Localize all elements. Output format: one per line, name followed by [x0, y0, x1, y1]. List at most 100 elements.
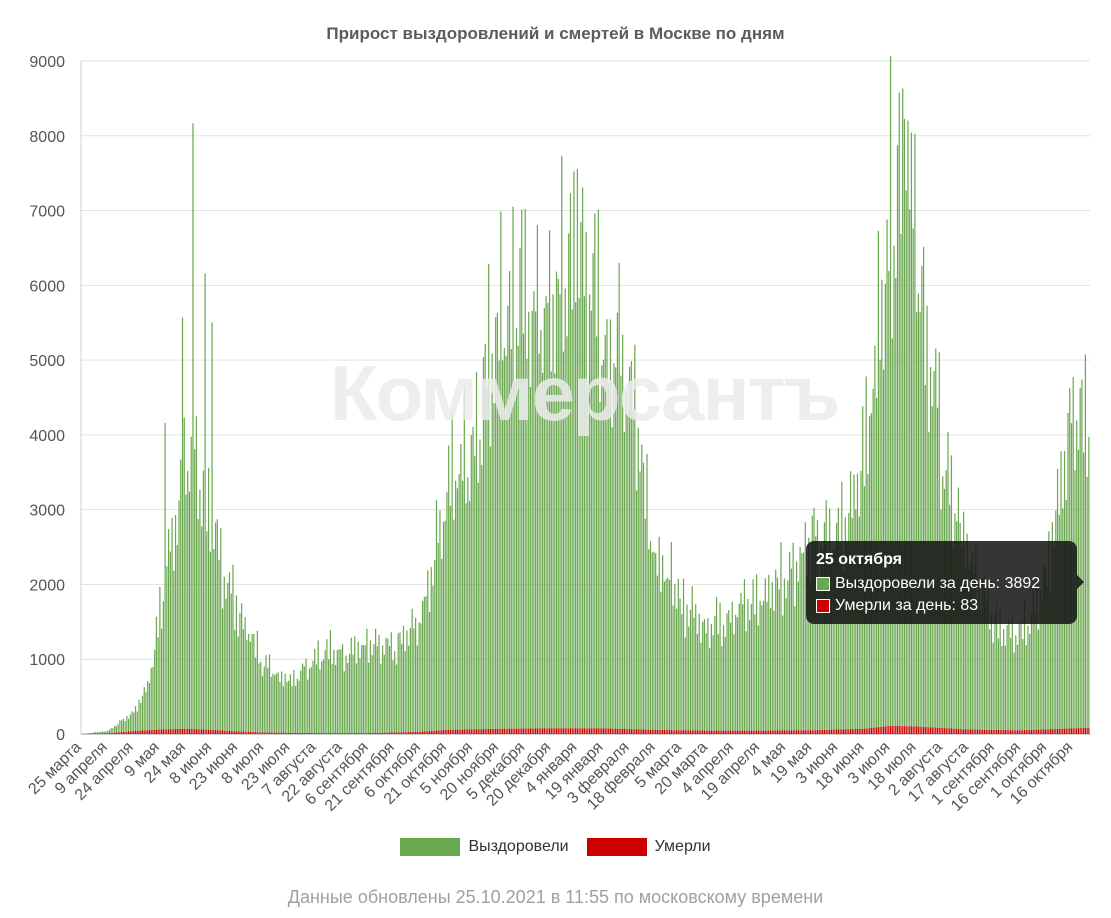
- bar-recovered: [531, 310, 533, 729]
- bar-died: [832, 729, 834, 734]
- bar-died: [380, 732, 382, 734]
- bar-recovered: [1006, 624, 1008, 731]
- bar-recovered: [587, 384, 589, 729]
- bar-recovered: [453, 519, 455, 730]
- bar-died: [468, 729, 471, 734]
- bar-died: [301, 732, 304, 734]
- bar-died: [834, 729, 836, 734]
- bar-died: [686, 730, 688, 734]
- bar-died: [608, 728, 610, 734]
- bar-recovered: [646, 453, 648, 730]
- bar-died: [131, 731, 133, 734]
- bar-died: [719, 730, 721, 734]
- bar-died: [442, 730, 445, 734]
- bar-recovered: [336, 649, 338, 734]
- bar-recovered: [162, 601, 164, 730]
- bar-died: [1079, 728, 1081, 734]
- bar-died: [141, 730, 144, 734]
- bar-died: [548, 728, 551, 734]
- bar-died: [115, 732, 118, 734]
- bar-died: [1060, 728, 1062, 734]
- bar-recovered: [261, 676, 264, 733]
- bar-died: [947, 728, 949, 734]
- bar-died: [402, 732, 405, 734]
- bar-recovered: [110, 728, 112, 733]
- bar-recovered: [232, 564, 234, 732]
- bar-died: [484, 729, 486, 734]
- bar-died: [432, 730, 434, 734]
- bar-died: [133, 731, 135, 734]
- bar-died: [180, 728, 182, 734]
- y-tick-label: 7000: [29, 204, 65, 221]
- bar-died: [634, 729, 636, 734]
- bar-died: [369, 733, 371, 734]
- bar-recovered: [627, 412, 629, 730]
- bar-recovered: [985, 600, 987, 730]
- bar-recovered: [399, 632, 401, 733]
- bar-recovered: [743, 579, 746, 731]
- bar-recovered: [809, 581, 812, 731]
- bar-died: [1034, 729, 1036, 734]
- bar-died: [214, 730, 217, 734]
- bar-died: [914, 726, 916, 734]
- bar-recovered: [359, 658, 361, 734]
- bar-recovered: [888, 270, 890, 726]
- bar-died: [957, 728, 960, 734]
- bar-recovered: [653, 551, 655, 730]
- bar-recovered: [258, 663, 260, 733]
- bar-recovered: [500, 211, 502, 729]
- bar-recovered: [980, 611, 982, 730]
- bar-recovered: [519, 248, 521, 729]
- bar-recovered: [441, 558, 443, 731]
- bar-recovered: [599, 401, 601, 729]
- bar-died: [552, 728, 554, 734]
- bar-recovered: [328, 659, 330, 734]
- legend-item-died[interactable]: Умерли: [586, 838, 711, 856]
- bar-recovered: [606, 319, 608, 729]
- bar-recovered: [112, 728, 114, 733]
- bar-died: [597, 728, 599, 734]
- bar-recovered: [470, 435, 472, 730]
- bar-died: [830, 729, 833, 734]
- bar-recovered: [816, 519, 819, 731]
- bar-died: [1006, 730, 1008, 734]
- bar-died: [943, 728, 946, 734]
- bar-died: [117, 732, 119, 734]
- bar-died: [755, 730, 758, 734]
- bar-recovered: [755, 574, 758, 731]
- bar-died: [434, 730, 436, 734]
- bar-recovered: [517, 345, 519, 729]
- bar-died: [750, 730, 752, 734]
- bar-recovered: [978, 582, 980, 730]
- bar-recovered: [188, 491, 191, 729]
- bar-recovered: [286, 681, 288, 733]
- bar-died: [816, 730, 819, 734]
- bar-died: [216, 730, 218, 734]
- bar-recovered: [127, 718, 130, 732]
- bar-died: [430, 731, 432, 734]
- bar-died: [881, 726, 883, 734]
- bar-died: [543, 728, 545, 734]
- bar-died: [872, 727, 874, 734]
- bar-recovered: [789, 551, 791, 731]
- bar-died: [197, 729, 199, 734]
- bar-died: [858, 728, 860, 734]
- bar-died: [237, 731, 239, 734]
- bar-died: [839, 729, 841, 734]
- bar-died: [627, 729, 629, 734]
- bar-died: [470, 729, 472, 734]
- bar-died: [317, 733, 319, 734]
- legend-item-recovered[interactable]: Выздоровели: [400, 838, 569, 856]
- bar-recovered: [249, 641, 251, 732]
- bar-died: [467, 729, 469, 734]
- bar-recovered: [340, 649, 342, 734]
- bar-recovered: [282, 686, 285, 733]
- bar-died: [976, 729, 979, 734]
- bar-died: [545, 728, 547, 734]
- bar-died: [329, 733, 331, 734]
- bar-recovered: [754, 614, 756, 731]
- bar-died: [731, 730, 733, 734]
- bar-recovered: [100, 732, 102, 734]
- bar-died: [475, 729, 478, 734]
- bar-died: [455, 729, 457, 734]
